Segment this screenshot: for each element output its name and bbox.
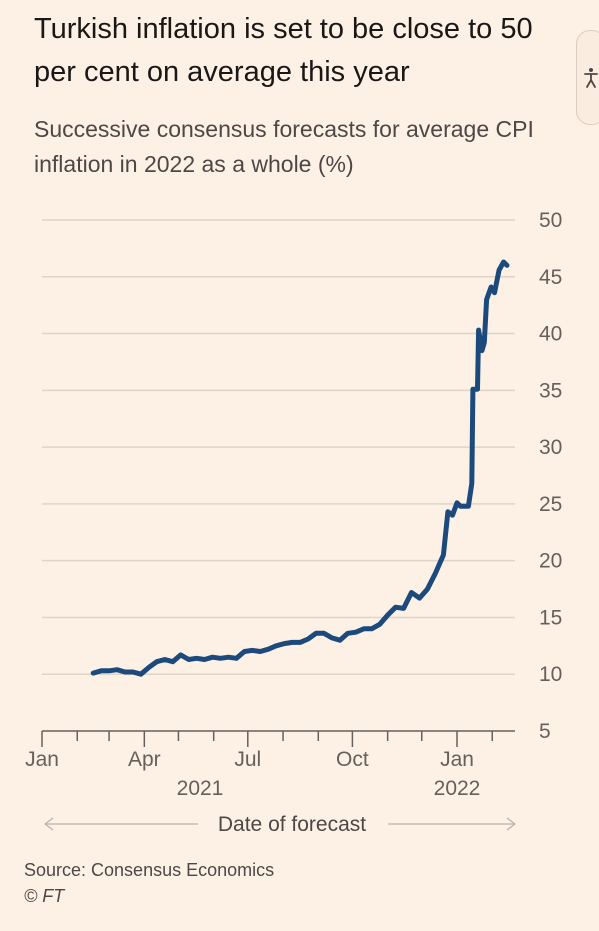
y-tick-label: 40 — [539, 323, 562, 346]
chart-subtitle: Successive consensus forecasts for avera… — [34, 116, 534, 177]
chart-title: Turkish inflation is set to be close to … — [34, 13, 533, 88]
y-tick-label: 5 — [539, 720, 551, 743]
y-tick-label: 15 — [539, 606, 562, 629]
x-tick-label: Oct — [336, 748, 369, 771]
x-axis-arrowhead-left — [43, 817, 54, 831]
y-tick-label: 10 — [539, 663, 562, 686]
copyright-note: © FT — [24, 886, 65, 906]
accessibility-button[interactable] — [576, 30, 599, 125]
y-tick-label: 25 — [539, 493, 562, 516]
series-line — [90, 259, 510, 677]
x-year-label: 2022 — [434, 777, 481, 800]
x-tick-label: Jan — [440, 748, 474, 771]
y-tick-label: 20 — [539, 550, 562, 573]
y-tick-label: 35 — [539, 379, 562, 402]
line-chart: 5 10 15 20 25 30 35 40 45 50 Jan 2021 Apr Jul Oct Jan 20… — [25, 209, 562, 836]
x-year-label: 2021 — [177, 777, 224, 800]
x-axis-title: Date of forecast — [218, 813, 366, 836]
y-tick-label: 50 — [539, 209, 562, 232]
source-note: Source: Consensus Economics — [24, 860, 275, 880]
y-tick-label: 45 — [539, 266, 562, 289]
y-tick-label: 30 — [539, 436, 562, 459]
x-tick-label: Jan — [25, 748, 59, 771]
accessibility-person-icon — [584, 67, 598, 88]
x-tick-label: Jul — [234, 748, 261, 771]
x-tick-label: Apr — [128, 748, 161, 771]
x-axis-arrowhead-right — [506, 817, 517, 831]
